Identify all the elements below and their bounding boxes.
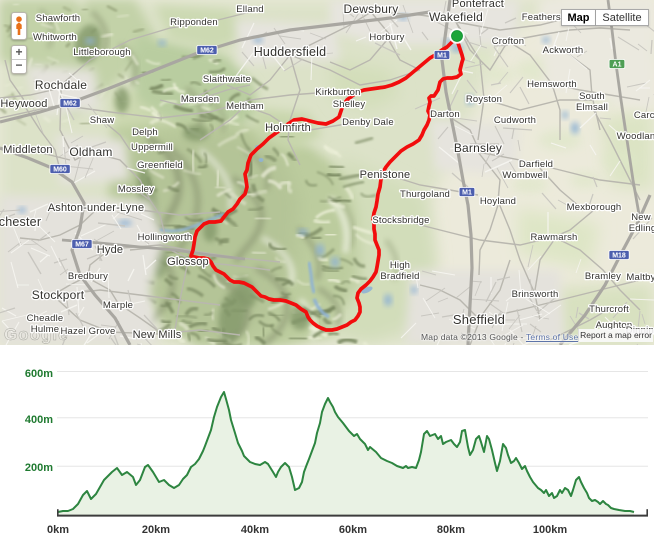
svg-text:Darfield: Darfield [519, 159, 553, 170]
svg-text:Middleton: Middleton [3, 144, 53, 156]
svg-text:200m: 200m [25, 462, 53, 474]
svg-text:A1: A1 [613, 62, 622, 69]
svg-text:Elland: Elland [236, 4, 264, 15]
svg-text:Cheadle: Cheadle [27, 313, 64, 324]
svg-text:Cudworth: Cudworth [494, 115, 536, 126]
svg-text:South: South [579, 91, 605, 102]
svg-text:Thurcroft: Thurcroft [589, 304, 629, 315]
svg-text:Darton: Darton [430, 109, 460, 120]
svg-text:Barnsley: Barnsley [454, 141, 502, 155]
svg-text:M1: M1 [437, 53, 447, 60]
svg-text:Pontefract: Pontefract [452, 0, 504, 10]
svg-text:0km: 0km [47, 524, 69, 536]
svg-text:M1: M1 [462, 190, 472, 197]
svg-text:Hyde: Hyde [97, 244, 123, 256]
svg-text:Greenfield: Greenfield [137, 160, 183, 171]
svg-text:Carcr: Carcr [634, 110, 654, 121]
svg-text:Edlingt: Edlingt [629, 223, 654, 234]
svg-text:Google: Google [4, 325, 69, 344]
svg-text:Mossley: Mossley [118, 184, 154, 195]
svg-text:Hulme: Hulme [31, 324, 59, 335]
svg-text:Heywood: Heywood [0, 98, 47, 110]
svg-text:Mexborough: Mexborough [567, 202, 622, 213]
svg-text:M62: M62 [63, 101, 77, 108]
svg-text:Shawforth: Shawforth [36, 13, 81, 24]
svg-text:High: High [390, 260, 410, 271]
svg-text:Dewsbury: Dewsbury [344, 2, 399, 16]
svg-text:Ashton-under-Lyne: Ashton-under-Lyne [48, 202, 145, 214]
svg-text:100km: 100km [533, 524, 567, 536]
svg-text:Hemsworth: Hemsworth [527, 79, 577, 90]
svg-text:Bredbury: Bredbury [68, 271, 108, 282]
svg-text:Kirkburton: Kirkburton [315, 87, 360, 98]
svg-text:Bramley: Bramley [585, 271, 621, 282]
svg-text:400m: 400m [25, 414, 53, 426]
svg-text:Ackworth: Ackworth [543, 45, 584, 56]
svg-text:Wakefield: Wakefield [429, 10, 483, 24]
svg-text:Huddersfield: Huddersfield [254, 45, 327, 59]
svg-text:New: New [631, 212, 651, 223]
svg-text:Littleborough: Littleborough [73, 47, 131, 58]
svg-text:Elmsall: Elmsall [576, 102, 608, 113]
svg-text:Marsden: Marsden [181, 94, 219, 105]
svg-text:Marple: Marple [103, 300, 133, 311]
svg-text:Shelley: Shelley [333, 99, 366, 110]
svg-text:Maltby: Maltby [626, 272, 654, 283]
svg-text:Delph: Delph [132, 127, 158, 138]
svg-text:New Mills: New Mills [133, 329, 182, 341]
svg-text:20km: 20km [142, 524, 170, 536]
svg-text:600m: 600m [25, 368, 53, 380]
svg-text:Bradfield: Bradfield [380, 271, 419, 282]
svg-text:Denby Dale: Denby Dale [342, 117, 394, 128]
svg-text:Ripponden: Ripponden [170, 17, 218, 28]
svg-text:Oldham: Oldham [69, 145, 112, 159]
svg-text:M60: M60 [53, 167, 67, 174]
svg-text:Whitworth: Whitworth [33, 32, 77, 43]
svg-text:M67: M67 [75, 242, 89, 249]
svg-text:Penistone: Penistone [360, 169, 411, 181]
svg-text:Horbury: Horbury [369, 32, 404, 43]
svg-text:60km: 60km [339, 524, 367, 536]
svg-text:Rawmarsh: Rawmarsh [531, 232, 578, 243]
svg-text:Holmfirth: Holmfirth [265, 122, 311, 134]
svg-text:Shaw: Shaw [90, 115, 115, 126]
svg-text:Hazel Grove: Hazel Grove [61, 326, 116, 337]
svg-text:Hoyland: Hoyland [480, 196, 516, 207]
svg-text:Thurgoland: Thurgoland [400, 189, 450, 200]
svg-text:Royston: Royston [466, 94, 502, 105]
svg-text:Wombwell: Wombwell [502, 170, 547, 181]
svg-text:Meltham: Meltham [226, 101, 264, 112]
svg-text:Rochdale: Rochdale [35, 78, 87, 92]
svg-text:Stocksbridge: Stocksbridge [372, 215, 429, 226]
svg-text:Woodlan: Woodlan [617, 131, 654, 142]
svg-text:M18: M18 [612, 253, 626, 260]
svg-text:Hollingworth: Hollingworth [138, 232, 193, 243]
svg-text:Sheffield: Sheffield [453, 312, 505, 327]
svg-text:Aughton: Aughton [596, 320, 633, 331]
svg-text:Stockport: Stockport [32, 288, 85, 302]
svg-text:80km: 80km [437, 524, 465, 536]
svg-text:M62: M62 [200, 48, 214, 55]
svg-text:Glossop: Glossop [167, 256, 209, 268]
svg-text:Crofton: Crofton [492, 36, 525, 47]
svg-text:Slaithwaite: Slaithwaite [203, 74, 251, 85]
svg-text:Uppermill: Uppermill [131, 142, 173, 153]
svg-text:chester: chester [0, 215, 41, 229]
svg-text:40km: 40km [241, 524, 269, 536]
svg-text:Brinsworth: Brinsworth [512, 289, 559, 300]
